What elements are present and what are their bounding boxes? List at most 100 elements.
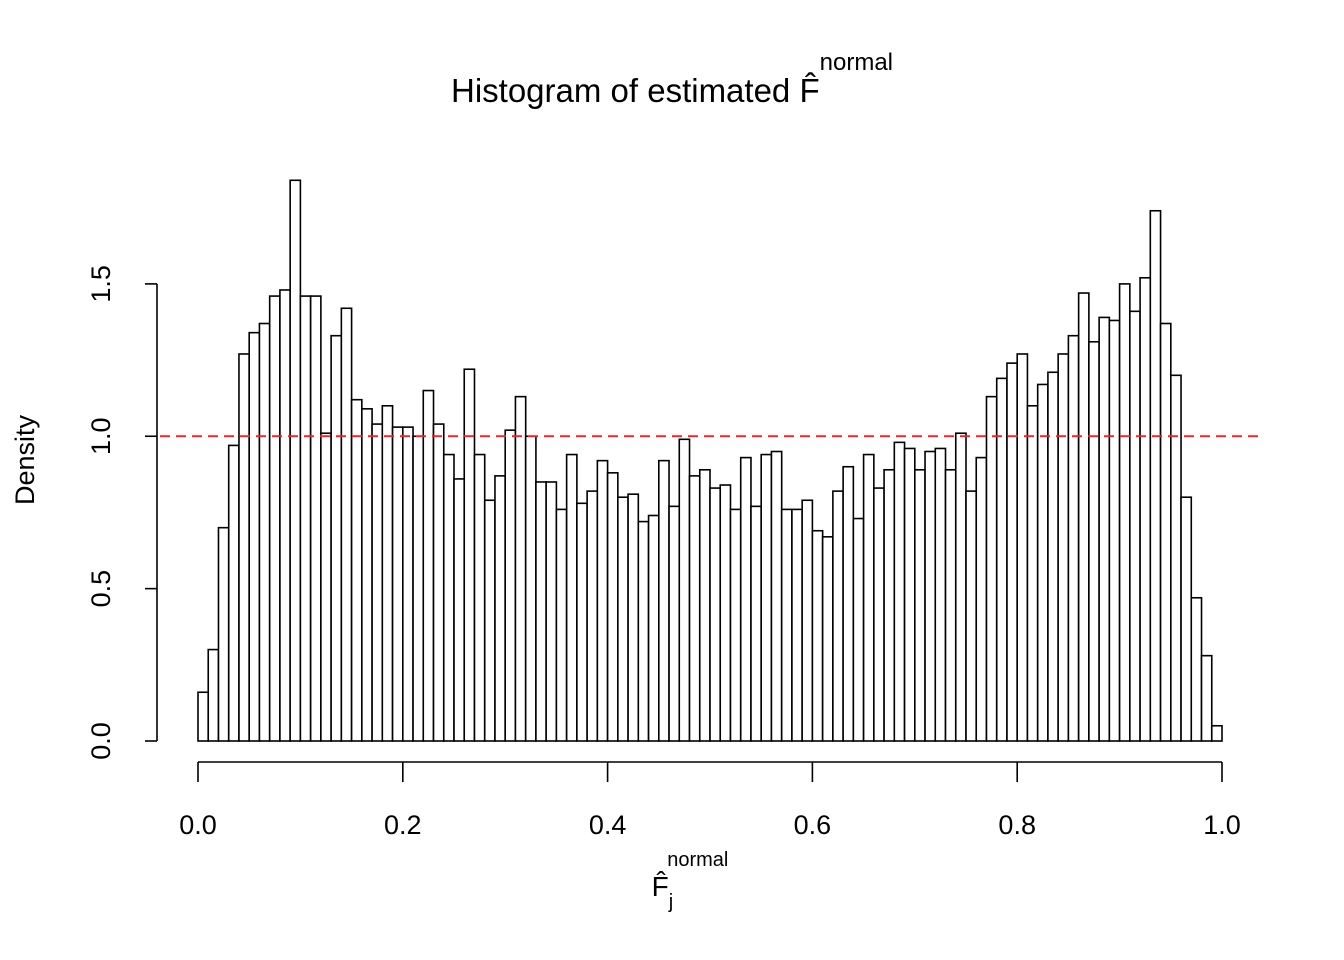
bar	[412, 435, 425, 742]
bar	[1149, 209, 1162, 742]
bar	[1170, 374, 1182, 742]
bar	[565, 453, 578, 742]
bar	[770, 450, 783, 742]
bar	[258, 322, 271, 742]
bar	[1210, 724, 1223, 742]
bar	[934, 447, 947, 742]
bar	[657, 459, 670, 742]
bar	[350, 398, 363, 742]
bar	[760, 453, 773, 742]
bar	[432, 423, 445, 742]
bar	[729, 508, 742, 742]
bar	[842, 465, 855, 742]
bar	[340, 307, 353, 742]
bar	[780, 508, 793, 742]
bar	[954, 432, 967, 742]
bar	[391, 426, 404, 742]
bar	[1067, 334, 1080, 742]
bar	[791, 508, 803, 742]
bar	[1098, 316, 1111, 742]
bar	[596, 459, 609, 742]
bar	[668, 505, 681, 742]
x-tick-label: 0.2	[384, 810, 422, 840]
x-axis-label: F̂j normal	[652, 849, 729, 913]
bar	[913, 468, 926, 742]
chart-title: Histogram of estimated F̂normal	[451, 49, 893, 109]
y-tick-label: 1.0	[86, 417, 116, 455]
bar	[555, 508, 568, 742]
bar	[801, 499, 814, 742]
bar	[217, 526, 230, 742]
bar	[893, 441, 906, 742]
bar	[1139, 276, 1152, 742]
x-tick-label: 0.6	[794, 810, 832, 840]
bar	[606, 472, 619, 742]
bar	[739, 456, 752, 742]
bar	[688, 475, 701, 742]
bar	[197, 691, 210, 742]
bar	[985, 395, 998, 742]
bar	[965, 490, 978, 742]
bar	[494, 475, 506, 742]
bar	[698, 468, 711, 742]
bar	[709, 487, 722, 742]
bar	[473, 453, 486, 742]
bar	[279, 289, 291, 742]
bar	[320, 432, 332, 742]
bar	[268, 295, 281, 742]
bar	[811, 529, 824, 742]
title-symbol: F̂	[799, 72, 819, 109]
x-tick-label: 1.0	[1203, 810, 1241, 840]
y-tick-label: 0.5	[86, 570, 116, 608]
bar	[821, 536, 834, 742]
bar	[678, 438, 691, 742]
bar	[883, 468, 896, 742]
bar	[1180, 496, 1193, 742]
title-superscript: normal	[820, 49, 893, 76]
bar	[1016, 353, 1029, 742]
bar	[330, 334, 343, 742]
bar	[422, 389, 435, 742]
bar	[637, 520, 650, 742]
bar	[361, 408, 373, 742]
bar	[227, 444, 240, 742]
bar	[248, 331, 261, 742]
bar	[975, 456, 988, 742]
bar	[1006, 362, 1019, 742]
bar	[1026, 404, 1039, 742]
bar	[1088, 340, 1100, 742]
bar	[586, 490, 599, 742]
bar	[617, 496, 629, 742]
bar	[719, 484, 732, 742]
bar	[995, 377, 1008, 742]
bar	[299, 295, 312, 742]
bar	[1190, 596, 1203, 742]
bar	[944, 468, 957, 742]
bar	[309, 295, 322, 742]
xlabel-subscript: j	[668, 891, 673, 913]
bar	[1129, 310, 1141, 742]
x-tick-label: 0.8	[998, 810, 1036, 840]
title-text: Histogram of estimated	[451, 72, 790, 109]
bar	[238, 353, 251, 742]
bar	[289, 179, 302, 742]
bar	[903, 447, 916, 742]
bar	[207, 648, 220, 742]
y-tick-label: 1.5	[86, 265, 116, 303]
xlabel-symbol: F̂	[652, 871, 669, 902]
bar	[442, 453, 455, 742]
bar	[535, 481, 547, 742]
bar	[463, 368, 476, 742]
bar	[627, 493, 640, 742]
bar	[1118, 283, 1131, 742]
bar	[873, 487, 885, 742]
bar	[576, 502, 588, 742]
bar	[381, 404, 394, 742]
xlabel-superscript: normal	[667, 849, 728, 871]
bar	[1077, 292, 1090, 742]
y-tick-label: 0.0	[86, 722, 116, 760]
bar	[524, 435, 537, 742]
bar	[1159, 322, 1172, 742]
bar	[504, 429, 517, 742]
